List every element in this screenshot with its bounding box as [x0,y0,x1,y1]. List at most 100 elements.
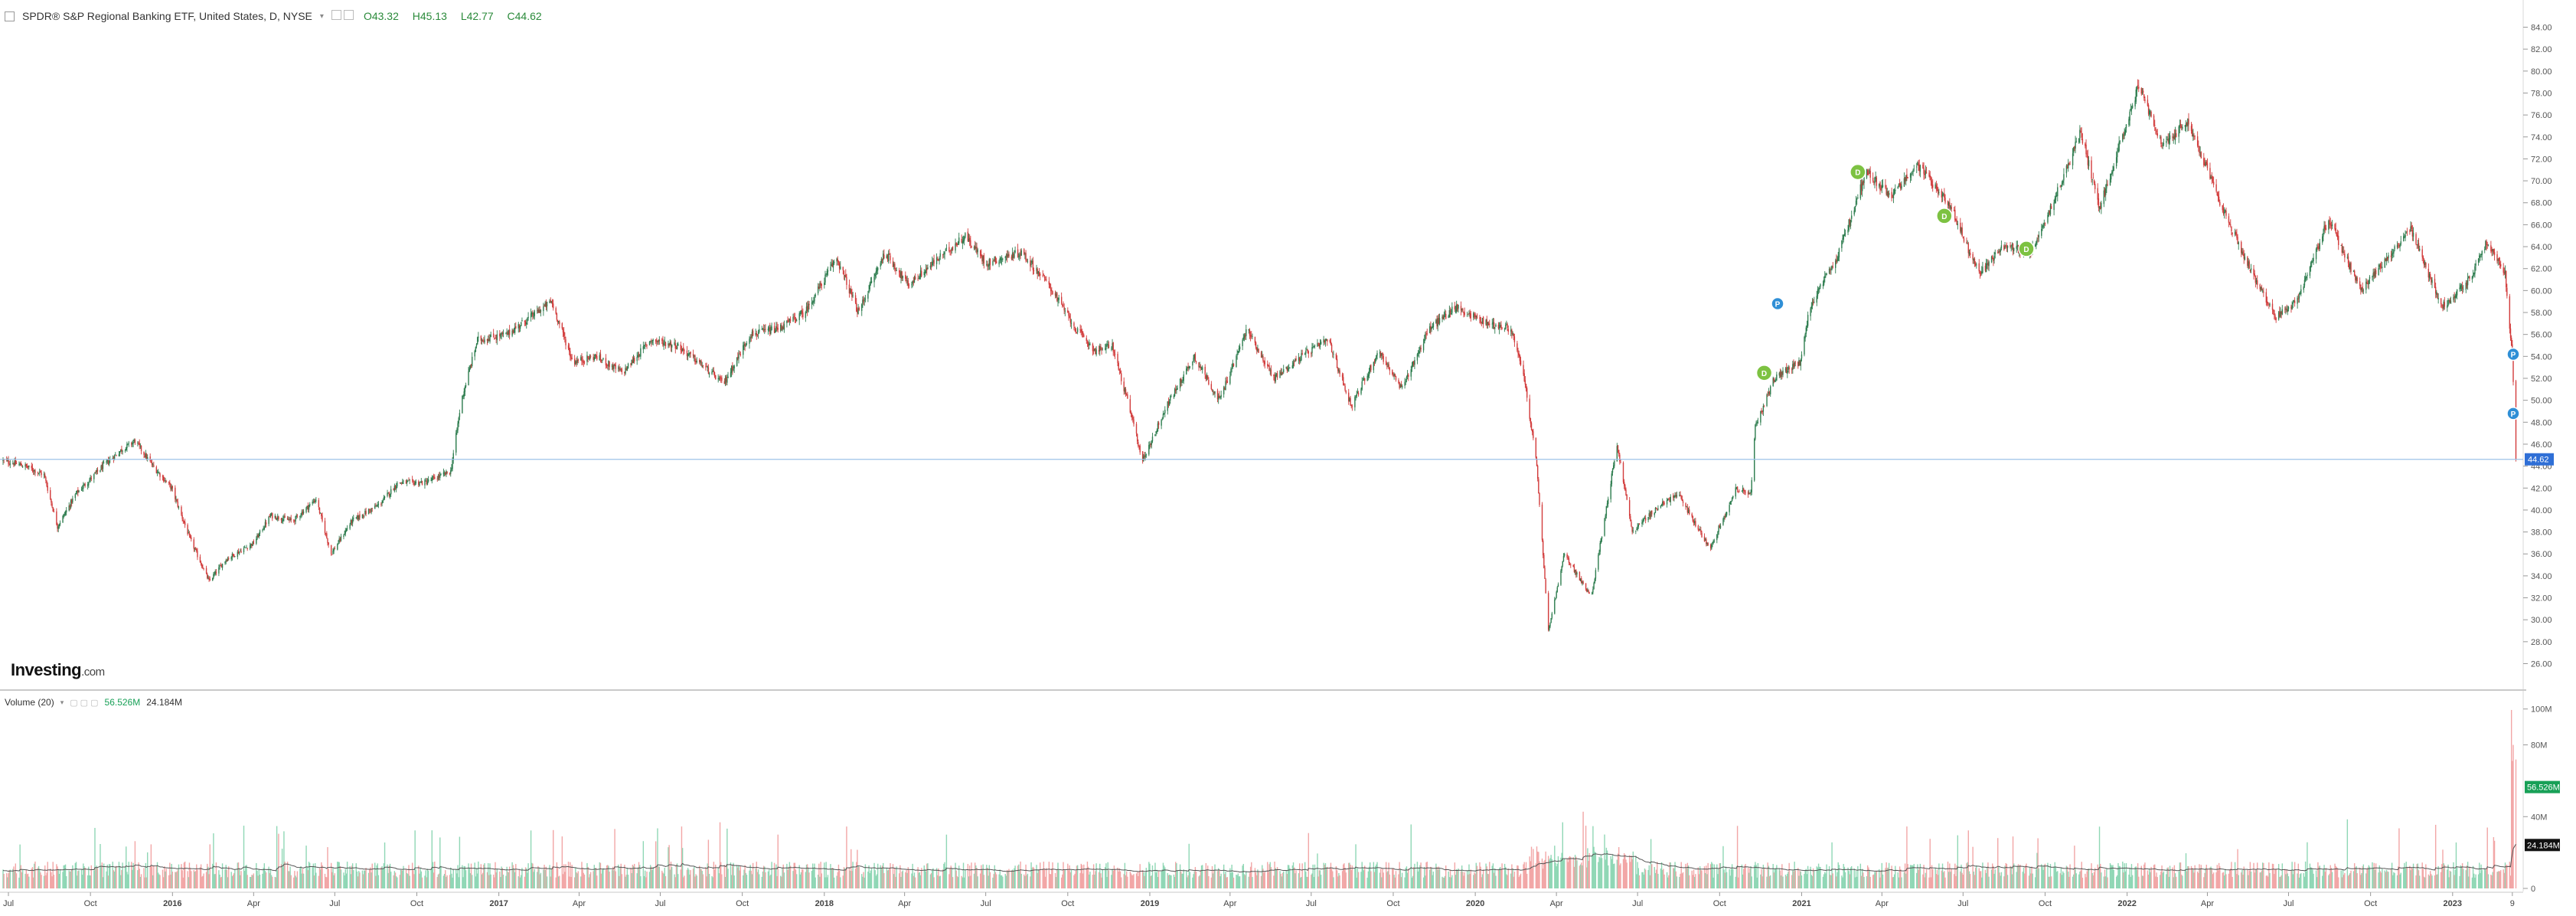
candle-body [638,354,640,357]
candle-body [1429,326,1431,333]
volume-bar [470,863,472,888]
candle-body [2238,242,2239,244]
candle-body [2254,273,2255,276]
volume-bar [299,868,301,888]
p-marker: P [2506,407,2520,420]
candle-body [2310,263,2312,268]
candle-body [2403,236,2405,241]
candle-body [557,321,560,323]
pane-divider[interactable] [0,689,2526,691]
candle-body [351,518,354,524]
candle-body [1875,176,1876,179]
candle-body [1468,312,1470,314]
volume-bar [724,876,726,888]
candle-body [1382,352,1383,355]
y-tick-label: 30.00 [2531,616,2552,625]
candle-body [1837,257,1839,261]
volume-bar [483,864,485,888]
candle-body [889,254,890,255]
volume-ma-value: 24.184M [146,697,182,708]
candle-body [933,260,935,264]
candle-body [756,333,757,335]
candle-body [1139,445,1141,453]
candle-body [1931,181,1933,186]
candle-body [2049,211,2050,214]
candle-body [1644,518,1646,519]
volume-bar [120,875,122,888]
candle-body [251,544,253,546]
candle-body [188,533,191,535]
volume-bar [101,862,103,888]
volume-bar [942,869,944,888]
candle-body [181,515,183,519]
candle-body [2373,272,2375,276]
volume-bar [750,870,752,888]
volume-bar [339,866,341,888]
candle-body [1811,302,1814,306]
candle-body [738,354,739,359]
candle-body [207,577,209,579]
volume-header: Volume (20) ▾ ▢ ▢ ▢ 56.526M 24.184M [5,697,182,708]
volume-bar [781,876,782,888]
volume-bar [583,872,585,888]
volume-bar [219,874,220,888]
candle-body [2425,263,2427,268]
candle-body [506,332,508,333]
volume-bar [901,872,903,888]
volume-bar [771,862,772,888]
candle-body [2081,139,2084,144]
candle-body [2291,305,2293,310]
chevron-down-icon[interactable]: ▾ [319,11,324,21]
candle-body [2128,119,2130,126]
volume-bar [576,873,578,888]
candle-body [2353,270,2356,276]
candle-body [1641,522,1643,524]
candle-body [139,443,140,446]
candle-body [2341,244,2343,253]
candle-body [1373,361,1376,362]
candle-body [652,339,654,342]
candle-body [1957,224,1959,225]
volume-bar [933,877,935,888]
volume-bar [911,873,913,888]
candle-body [1582,581,1584,584]
volume-bar [914,877,916,888]
candle-body [1239,346,1241,350]
candle-body [2236,234,2238,238]
candle-body [1214,391,1216,394]
y-tick-label: 40.00 [2531,506,2552,515]
candle-body [421,481,423,485]
settings-icon[interactable] [331,10,341,20]
volume-bar [240,871,242,888]
collapse-icon[interactable] [5,11,15,21]
volume-bar [994,872,997,888]
candle-body [2477,258,2480,263]
chevron-down-icon[interactable]: ▾ [60,698,64,706]
volume-bar [425,870,426,888]
candle-body [2303,280,2306,286]
candle-body [1243,335,1246,339]
candle-body [66,510,67,512]
volume-bar [614,829,615,888]
candle-body [1579,578,1582,581]
volume-bar [950,865,952,888]
candle-body [18,463,20,465]
candle-body [1432,326,1433,329]
volume-bar [1060,877,1063,888]
candle-body [474,350,475,357]
candle-body [1674,495,1676,498]
volume-bar [237,862,239,888]
close-icon[interactable] [343,10,354,20]
y-tick-label: 60.00 [2531,286,2552,296]
candle-body [2509,296,2511,329]
candle-body [2094,183,2096,189]
candle-body [1341,374,1344,378]
price-chart[interactable]: 26.0028.0030.0032.0034.0036.0038.0040.00… [0,0,2576,689]
volume-bar [162,877,165,888]
volume-bar [290,875,292,888]
candle-body [1386,365,1388,367]
candle-body [2099,205,2101,210]
volume-bar [808,872,810,888]
candle-body [2212,182,2215,185]
